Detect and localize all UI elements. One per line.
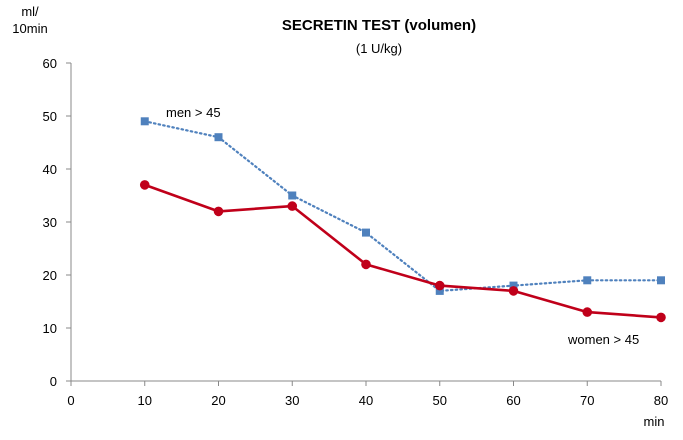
y-tick-label: 20 (43, 268, 57, 283)
data-point (361, 259, 371, 270)
data-point (582, 307, 593, 317)
y-tick-label: 30 (43, 215, 57, 230)
y-tick-label: 40 (43, 162, 57, 177)
series-label-men: men > 45 (166, 105, 221, 120)
x-tick-label: 70 (580, 393, 594, 408)
series-label-women: women > 45 (567, 332, 639, 347)
x-ticks: 0 10 20 30 40 50 60 70 80 (67, 381, 668, 408)
data-point (140, 117, 149, 126)
y-tick-label: 60 (43, 56, 57, 71)
data-point (509, 281, 518, 290)
chart-subtitle: (1 U/kg) (356, 41, 402, 56)
x-tick-label: 20 (211, 393, 225, 408)
y-tick-label: 0 (50, 374, 57, 389)
data-point (656, 312, 666, 323)
series-layer (139, 117, 666, 323)
y-tick-label: 10 (43, 321, 57, 336)
data-point (434, 280, 445, 291)
chart-title: SECRETIN TEST (volumen) (282, 17, 476, 34)
x-tick-label: 30 (285, 393, 299, 408)
data-point (214, 133, 223, 142)
data-point (362, 228, 370, 237)
data-point (583, 276, 592, 285)
x-tick-label: 50 (433, 393, 447, 408)
data-point (435, 286, 444, 295)
x-tick-label: 80 (654, 393, 668, 408)
y-axis-label-line1: ml/ (21, 4, 39, 19)
data-point (213, 206, 224, 217)
x-tick-label: 40 (359, 393, 373, 408)
data-point (139, 180, 150, 190)
y-axis-label-line2: 10min (12, 21, 47, 36)
x-tick-label: 0 (67, 393, 74, 408)
series-line-1 (143, 120, 663, 293)
data-point (288, 191, 297, 200)
data-point (508, 286, 519, 296)
data-point (657, 276, 665, 285)
series-labels: men > 45 women > 45 (166, 105, 639, 347)
data-point (287, 201, 298, 211)
x-axis-label: min (644, 414, 665, 429)
y-tick-label: 50 (43, 109, 57, 124)
series-line-2 (144, 183, 662, 319)
x-tick-label: 60 (506, 393, 520, 408)
y-ticks: 0 10 20 30 40 50 60 (43, 56, 71, 389)
x-tick-label: 10 (138, 393, 152, 408)
